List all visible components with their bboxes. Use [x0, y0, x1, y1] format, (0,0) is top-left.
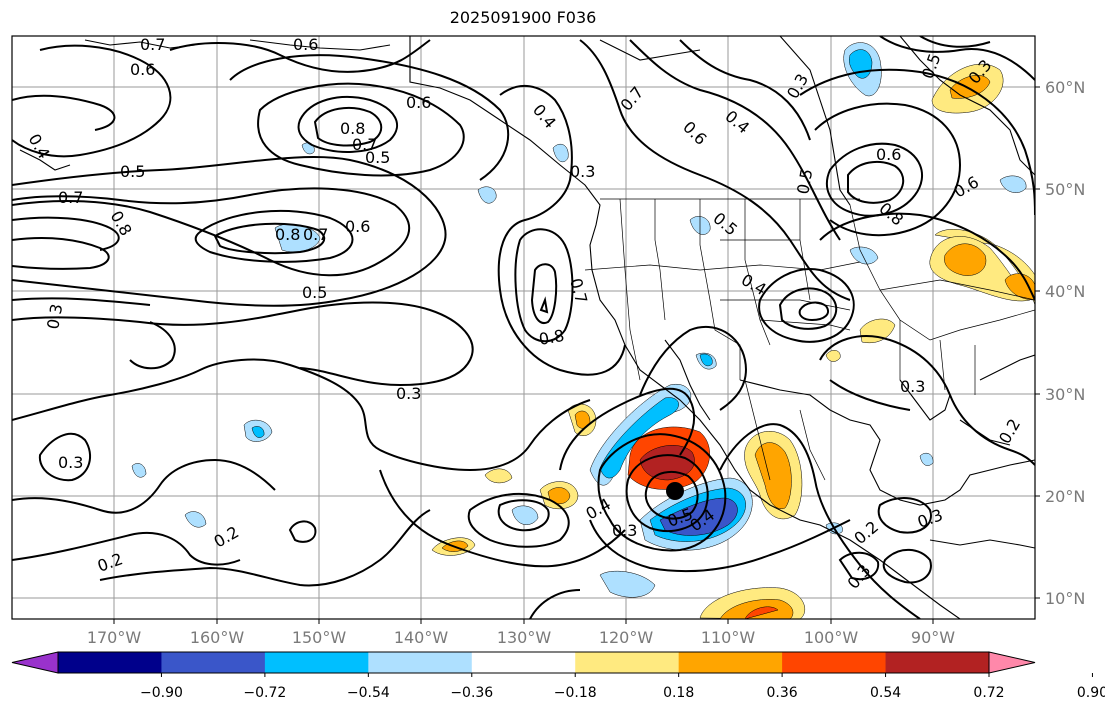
lon-label: 150°W — [292, 628, 347, 647]
lon-label: 140°W — [394, 628, 449, 647]
lat-label: 30°N — [1045, 385, 1085, 404]
colorbar-tick-label: 0.90 — [1077, 685, 1105, 701]
colorbar-labels: −0.90 −0.72 −0.54 −0.36 −0.18 0.18 0.36 0.54 0.7… — [140, 673, 1105, 701]
contour-label: 0.7 — [140, 35, 165, 54]
lat-label: 20°N — [1045, 487, 1085, 506]
lat-label: 40°N — [1045, 282, 1085, 301]
contour-label: 0.5 — [120, 162, 145, 181]
contour-label: 0.8 — [340, 119, 365, 138]
lon-label: 160°W — [190, 628, 245, 647]
colorbar-extension-high — [988, 651, 1036, 674]
colorbar-tick-label: −0.18 — [554, 685, 597, 701]
colorbar-segment — [782, 652, 887, 673]
contour-label: 0.7 — [303, 225, 328, 244]
storm-center-dot-icon — [666, 482, 684, 500]
lon-label: 130°W — [497, 628, 552, 647]
lon-label: 100°W — [804, 628, 859, 647]
colorbar — [11, 651, 1036, 674]
lon-label: 110°W — [701, 628, 756, 647]
colorbar-segment — [575, 652, 680, 673]
colorbar-segment — [264, 652, 369, 673]
coastlines — [19, 36, 1035, 619]
contour-label: 0.3 — [58, 453, 83, 472]
colorbar-segment — [368, 652, 473, 673]
contour-label: 0.3 — [43, 302, 66, 330]
lat-label: 10°N — [1045, 589, 1085, 608]
colorbar-tick-label: −0.54 — [347, 685, 390, 701]
state-borders — [584, 198, 1035, 481]
shaded-fields — [131, 42, 1035, 619]
colorbar-tick-label: 0.72 — [973, 685, 1004, 701]
contour-label: 0.3 — [612, 521, 637, 540]
colorbar-tick-label: 0.54 — [870, 685, 901, 701]
contour-label: 0.6 — [876, 145, 901, 164]
contour-label: 0.7 — [58, 188, 83, 207]
colorbar-tick-label: 0.36 — [767, 685, 798, 701]
contour-label: 0.8 — [275, 225, 300, 244]
longitude-labels: 170°W 160°W 150°W 140°W 130°W 120°W 110°… — [87, 628, 955, 647]
colorbar-segment — [471, 652, 576, 673]
contour-label: 0.3 — [570, 162, 595, 181]
axis-ticks — [113, 86, 1040, 624]
lat-label: 60°N — [1045, 78, 1085, 97]
contour-label: 0.3 — [900, 377, 925, 396]
contour-label: 0.5 — [302, 283, 327, 302]
colorbar-segment — [161, 652, 266, 673]
colorbar-tick-label: −0.90 — [140, 685, 183, 701]
colorbar-segment — [58, 652, 162, 673]
colorbar-extension-low — [11, 651, 59, 674]
latitude-labels: 60°N 50°N 40°N 30°N 20°N 10°N — [1045, 78, 1085, 608]
lon-label: 170°W — [87, 628, 142, 647]
contour-label: 0.5 — [365, 148, 390, 167]
contour-label: 0.5 — [793, 167, 816, 195]
colorbar-border — [57, 651, 990, 674]
colorbar-segment — [885, 652, 990, 673]
contour-label: 0.6 — [130, 60, 155, 79]
contour-label: 0.8 — [537, 326, 565, 349]
colorbar-segment — [678, 652, 783, 673]
colorbar-tick-label: −0.72 — [243, 685, 286, 701]
lon-label: 90°W — [911, 628, 955, 647]
contour-label: 0.3 — [396, 384, 421, 403]
contour-lines — [12, 36, 1035, 619]
colorbar-tick-label: −0.36 — [450, 685, 493, 701]
map-title: 2025091900 F036 — [449, 8, 597, 27]
lon-label: 120°W — [599, 628, 654, 647]
lat-label: 50°N — [1045, 180, 1085, 199]
contour-label: 0.6 — [345, 217, 370, 236]
colorbar-tick-label: 0.18 — [663, 685, 694, 701]
contour-label: 0.6 — [293, 35, 318, 54]
contour-label: 0.6 — [406, 93, 431, 112]
contour-label: 0.7 — [352, 135, 377, 154]
